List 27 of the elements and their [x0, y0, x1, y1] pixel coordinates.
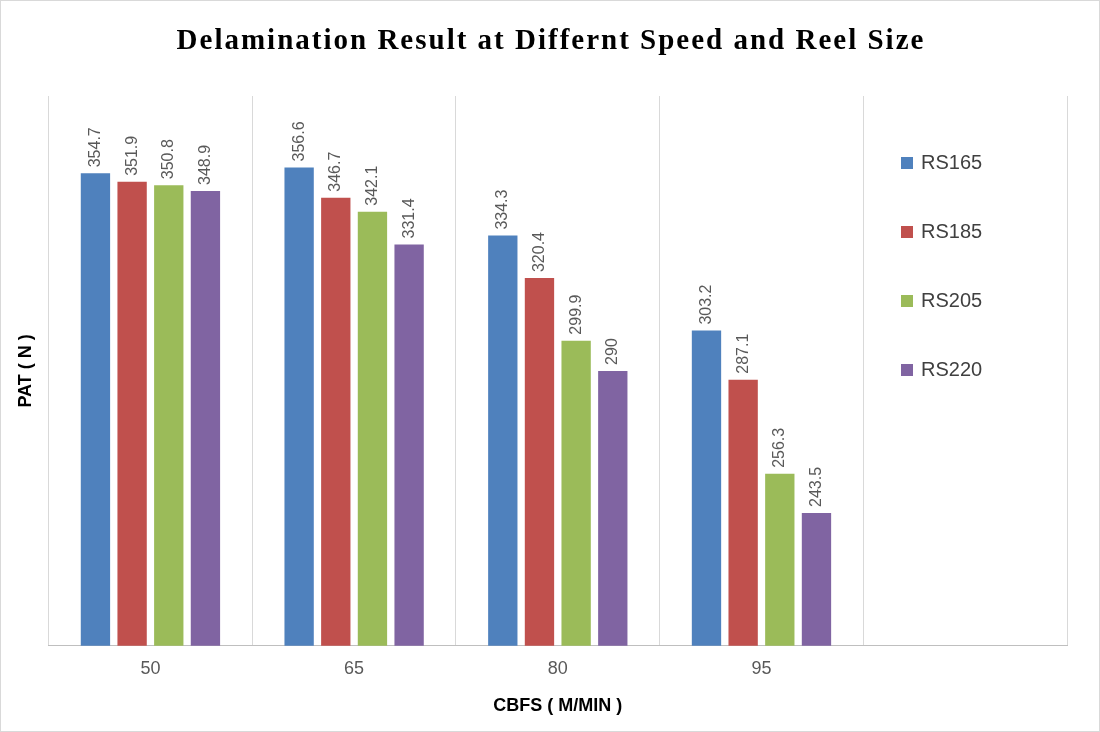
- x-tick-label: 80: [547, 657, 568, 678]
- x-tick-label: 65: [344, 657, 365, 678]
- data-label: 299.9: [566, 294, 584, 335]
- legend-label: RS205: [921, 289, 983, 312]
- data-label: 346.7: [326, 151, 344, 192]
- data-label: 303.2: [696, 284, 714, 325]
- data-label: 320.4: [529, 231, 547, 273]
- x-tick-label: 50: [140, 657, 161, 678]
- legend-label: RS220: [921, 358, 983, 381]
- data-label: 350.8: [159, 139, 177, 180]
- data-label: 290: [603, 338, 621, 365]
- data-label: 342.1: [362, 165, 380, 206]
- data-label: 334.3: [493, 189, 511, 230]
- chart-title: Delamination Result at Differnt Speed and Reel Size: [175, 22, 927, 57]
- legend-label: RS165: [921, 151, 983, 174]
- data-label: 331.4: [399, 198, 417, 239]
- data-label: 243.5: [806, 466, 824, 507]
- data-label: 351.9: [122, 135, 140, 176]
- x-axis-title: CBFS ( M/MIN ): [493, 695, 623, 716]
- data-label: 354.7: [85, 127, 103, 168]
- legend-label: RS185: [921, 220, 983, 243]
- data-label: 348.9: [195, 144, 213, 185]
- data-label: 256.3: [770, 427, 788, 468]
- y-axis-title: PAT ( N ): [14, 334, 35, 408]
- data-label: 356.6: [289, 121, 307, 162]
- data-label: 287.1: [733, 333, 751, 374]
- x-tick-label: 95: [751, 657, 772, 678]
